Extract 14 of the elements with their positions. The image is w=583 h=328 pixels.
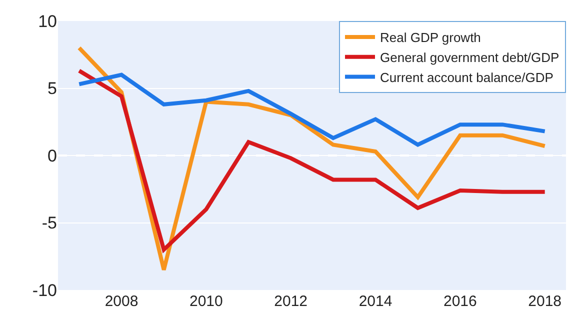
y-tick-label: 0 <box>48 146 57 166</box>
x-tick-label: 2008 <box>104 293 138 310</box>
legend-label: Current account balance/GDP <box>380 70 554 85</box>
x-tick-label: 2012 <box>274 293 308 310</box>
y-tick-label: 10 <box>38 12 57 31</box>
y-tick-label: 5 <box>48 79 57 98</box>
x-tick-label: 2016 <box>443 293 477 310</box>
legend-label: General government debt/GDP <box>380 50 560 65</box>
x-tick-label: 2018 <box>528 293 562 310</box>
legend-label: Real GDP growth <box>380 30 481 46</box>
y-tick-label: -10 <box>32 280 57 300</box>
y-tick-label: -5 <box>42 214 57 233</box>
x-tick-label: 2014 <box>358 293 392 310</box>
x-tick-label: 2010 <box>189 293 223 310</box>
